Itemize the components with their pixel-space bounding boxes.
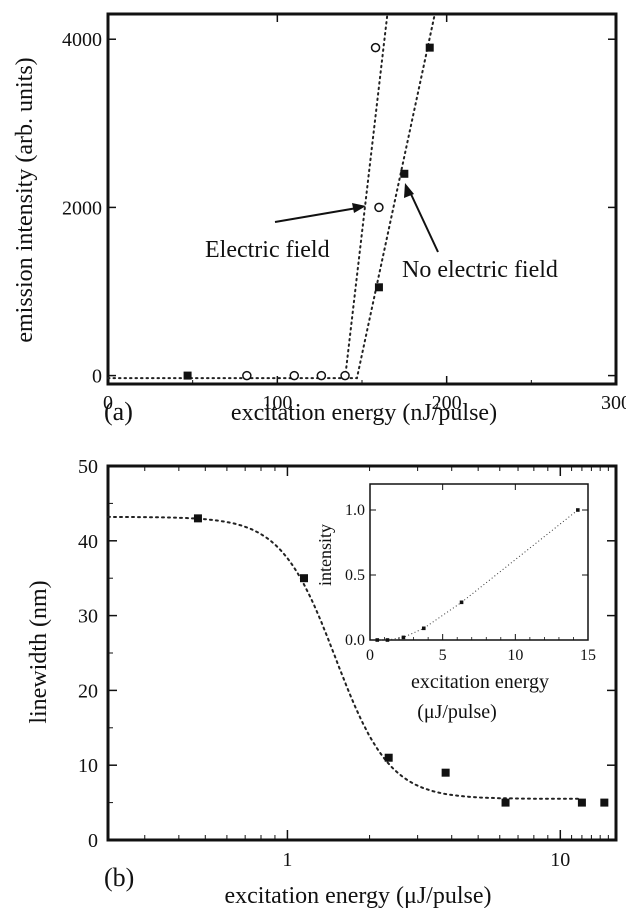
panel-a-plot-frame (106, 12, 618, 386)
panel-a-annotations: Electric field No electric field (205, 183, 558, 283)
panel-b-y-tick-label: 10 (78, 755, 98, 777)
panel-b-data-point (501, 798, 510, 807)
panel-b-data-point (193, 514, 202, 523)
inset-x-tick-label: 15 (580, 647, 596, 664)
panel-a-point-electric-field (316, 370, 327, 381)
inset-data-point (459, 600, 464, 605)
panel-b-y-axis-label: linewidth (nm) (26, 580, 52, 723)
panel-b-data-point (299, 574, 308, 583)
panel-b-data-points (193, 514, 609, 807)
panel-b-fit-curve (107, 515, 583, 800)
panel-b-x-tick-label: 1 (282, 849, 292, 871)
no-electric-field-arrowhead (404, 183, 414, 198)
panel-a-point-no-electric-field (425, 43, 434, 52)
panel-a-ticks: 0 100 200 300 0 2000 4000 (62, 14, 626, 414)
panel-b-y-tick-label: 20 (78, 680, 98, 702)
panel-b-y-tick-label: 40 (78, 531, 98, 553)
panel-b-inset: 0 5 10 15 0.0 0.5 1.0 excitation energy (μJ/pu… (315, 483, 596, 723)
panel-b-x-axis-label: excitation energy (μJ/pulse) (224, 883, 491, 908)
no-electric-field-annotation: No electric field (402, 257, 558, 283)
panel-b-y-tick-label: 50 (78, 456, 98, 478)
panel-a-data-points (183, 42, 434, 381)
panel-b-data-point (384, 753, 393, 762)
panel-a-point-no-electric-field (374, 283, 383, 292)
panel-a-x-tick-label: 100 (262, 392, 292, 414)
inset-plot-frame (369, 483, 589, 641)
inset-x-axis-label: excitation energy (411, 671, 549, 693)
panel-a-fit-lines (107, 13, 436, 380)
inset-x-tick-label: 5 (439, 647, 447, 664)
inset-x-tick-label: 10 (507, 647, 523, 664)
panel-a-point-no-electric-field (183, 371, 192, 380)
inset-data-point (576, 508, 580, 512)
panel-a-fit-line (107, 13, 389, 380)
panel-b-y-tick-label: 30 (78, 606, 98, 628)
panel-a-x-axis-label: excitation energy (nJ/pulse) (231, 400, 497, 426)
no-electric-field-arrow (409, 191, 439, 253)
panel-a-point-electric-field (242, 370, 252, 381)
inset-fit-line (377, 509, 579, 641)
electric-field-annotation: Electric field (205, 237, 330, 263)
inset-fit-curve (377, 509, 579, 641)
panel-a-point-no-electric-field (400, 169, 409, 178)
panel-b-plot-frame (106, 464, 618, 842)
inset-data-points (375, 508, 580, 642)
inset-y-tick-label: 0.5 (345, 567, 365, 584)
panel-a-fit-line (344, 13, 436, 380)
panel-a-x-tick-label: 300 (601, 392, 626, 414)
inset-x-axis-label-unit: (μJ/pulse) (417, 701, 497, 723)
inset-y-tick-label: 1.0 (345, 502, 365, 519)
panel-b-label: (b) (104, 863, 134, 892)
panel-a-x-tick-label: 200 (432, 392, 462, 414)
panel-b: 0 10 20 30 40 50 1 10 0 5 10 15 0.0 0.5 1.0 excitatio… (26, 456, 618, 908)
panel-a-point-electric-field (370, 42, 381, 53)
panel-a-y-tick-label: 0 (92, 366, 102, 388)
inset-data-point (401, 635, 406, 640)
inset-data-point (375, 638, 380, 642)
inset-y-tick-label: 0.0 (345, 632, 365, 649)
panel-a-y-tick-label: 4000 (62, 29, 102, 51)
panel-a-point-electric-field (340, 370, 350, 381)
inset-ticks: 0 5 10 15 0.0 0.5 1.0 (345, 484, 596, 664)
inset-y-axis-label: intensity (315, 524, 335, 586)
panel-b-x-tick-label: 10 (550, 849, 570, 871)
panel-a: 0 100 200 300 0 2000 4000 Electric field No el… (12, 12, 626, 426)
inset-data-point (385, 638, 390, 642)
panel-b-data-point (577, 798, 586, 807)
panel-b-fit-line (107, 515, 583, 800)
inset-x-tick-label: 0 (366, 647, 374, 664)
panel-a-label: (a) (104, 397, 133, 426)
panel-a-y-axis-label: emission intensity (arb. units) (12, 57, 38, 342)
panel-a-x-tick-label: 0 (103, 392, 113, 414)
panel-b-data-point (600, 798, 609, 807)
panel-a-point-electric-field (289, 370, 300, 381)
electric-field-arrow (274, 207, 358, 223)
electric-field-arrowhead (352, 203, 366, 213)
panel-a-point-electric-field (374, 202, 384, 213)
inset-data-point (421, 626, 426, 631)
panel-a-y-tick-label: 2000 (62, 197, 102, 219)
panel-b-data-point (441, 768, 450, 777)
panel-b-y-tick-label: 0 (88, 830, 98, 852)
